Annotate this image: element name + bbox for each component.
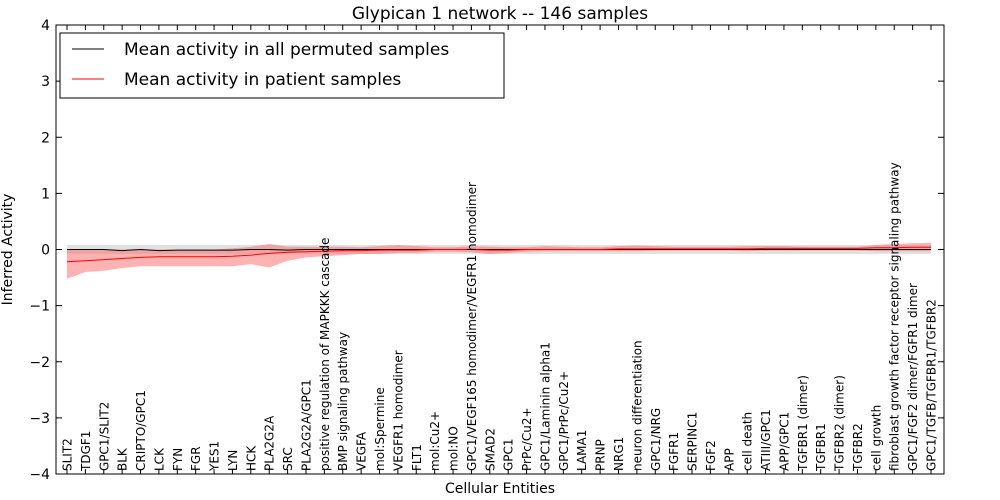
x-tick-label: PLA2G2A/GPC1: [300, 379, 314, 471]
x-tick-label: ATIII/GPC1: [759, 409, 773, 471]
x-tick-label: GPC1/TGFB/TGFBR1/TGFBR2: [925, 299, 939, 471]
x-tick-label: GPC1/FGF2 dimer/FGFR1 dimer: [906, 283, 920, 471]
x-tick-label: SERPINC1: [686, 412, 700, 471]
series-2-line: [66, 246, 931, 263]
x-tick-label: FGFR1: [667, 432, 681, 471]
x-tick-label: VEGFA: [355, 431, 369, 471]
x-tick-label: NRG1: [612, 437, 626, 471]
x-tick-label: GPC1/SLIT2: [97, 402, 111, 471]
x-tick-label: FYN: [171, 448, 185, 471]
x-axis: SLIT2 TDGF1 GPC1/SLIT2 BLK CRIPTO/GPC1 LCK FYN…: [61, 25, 939, 474]
x-tick-label: FGR: [189, 446, 203, 471]
x-tick-label: APP: [722, 448, 736, 471]
x-tick-label: TGFBR1 (dimer): [796, 375, 810, 472]
x-tick-label: TDGF1: [79, 431, 93, 472]
y-tick-label: 1: [41, 186, 50, 202]
x-tick-label: PrPc/Cu2+: [520, 407, 534, 471]
x-tick-label: mol:NO: [447, 426, 461, 471]
x-tick-label: mol:Cu2+: [428, 411, 442, 471]
chart-title: Glypican 1 network -- 146 samples: [352, 4, 648, 24]
x-tick-label: GPC1/VEGF165 homodimer/VEGFR1 homodimer: [465, 182, 479, 471]
x-tick-label: TGFBR2: [851, 423, 865, 472]
x-tick-label: SLIT2: [61, 438, 75, 471]
x-tick-label: GPC1: [502, 438, 516, 471]
x-tick-label: GPC1/NRG: [649, 408, 663, 471]
x-tick-label: positive regulation of MAPKKK cascade: [318, 238, 332, 471]
x-tick-label: FLT1: [410, 444, 424, 471]
x-tick-label: GPC1/PrPc/Cu2+: [557, 371, 571, 471]
y-tick-label: −3: [29, 411, 50, 427]
x-tick-label: fibroblast growth factor receptor signal…: [888, 162, 902, 471]
x-tick-label: mol:Spermine: [373, 387, 387, 471]
legend-box: [59, 32, 505, 99]
legend-label-2: Mean activity in patient samples: [124, 70, 401, 90]
x-tick-label: LCK: [152, 447, 166, 471]
y-axis-label: Inferred Activity: [0, 194, 16, 306]
x-tick-label: LAMA1: [575, 430, 589, 471]
x-tick-label: BLK: [116, 447, 130, 471]
y-tick-label: 3: [41, 74, 50, 90]
series-lines: [66, 246, 931, 263]
x-tick-label: TGFBR1: [814, 423, 828, 472]
y-tick-label: 4: [41, 18, 50, 34]
x-tick-label: PRNP: [594, 439, 608, 471]
x-tick-label: FGF2: [704, 440, 718, 471]
x-tick-label: cell death: [741, 412, 755, 471]
x-tick-label: HCK: [244, 445, 258, 471]
y-tick-label: −4: [29, 467, 50, 483]
x-tick-label: BMP signaling pathway: [336, 332, 350, 471]
legend: Mean activity in all permuted samples Mea…: [59, 32, 505, 99]
x-axis-label: Cellular Entities: [445, 481, 555, 497]
x-tick-label: SMAD2: [483, 428, 497, 471]
x-tick-label: LYN: [226, 450, 240, 471]
x-tick-label: VEGFR1 homodimer: [391, 350, 405, 471]
x-tick-label: APP/GPC1: [777, 412, 791, 471]
y-tick-label: −1: [29, 299, 50, 315]
x-tick-label: TGFBR2 (dimer): [833, 375, 847, 472]
series-2-band: [67, 242, 931, 279]
x-tick-label: GPC1/Laminin alpha1: [539, 342, 553, 471]
y-tick-label: 2: [41, 130, 50, 146]
x-tick-label: neuron differentiation: [630, 340, 644, 471]
x-tick-label: cell growth: [869, 405, 883, 471]
x-tick-label: SRC: [281, 447, 295, 471]
legend-label-1: Mean activity in all permuted samples: [124, 40, 449, 60]
series-1-line: [67, 248, 931, 252]
y-axis: −4 −3 −2 −1 0 1 2 3 4: [29, 18, 944, 483]
x-tick-label: YES1: [208, 441, 222, 472]
y-tick-label: −2: [29, 355, 50, 371]
y-tick-label: 0: [41, 243, 50, 259]
x-tick-label: CRIPTO/GPC1: [134, 390, 148, 471]
x-tick-label: PLA2G2A: [263, 415, 277, 471]
